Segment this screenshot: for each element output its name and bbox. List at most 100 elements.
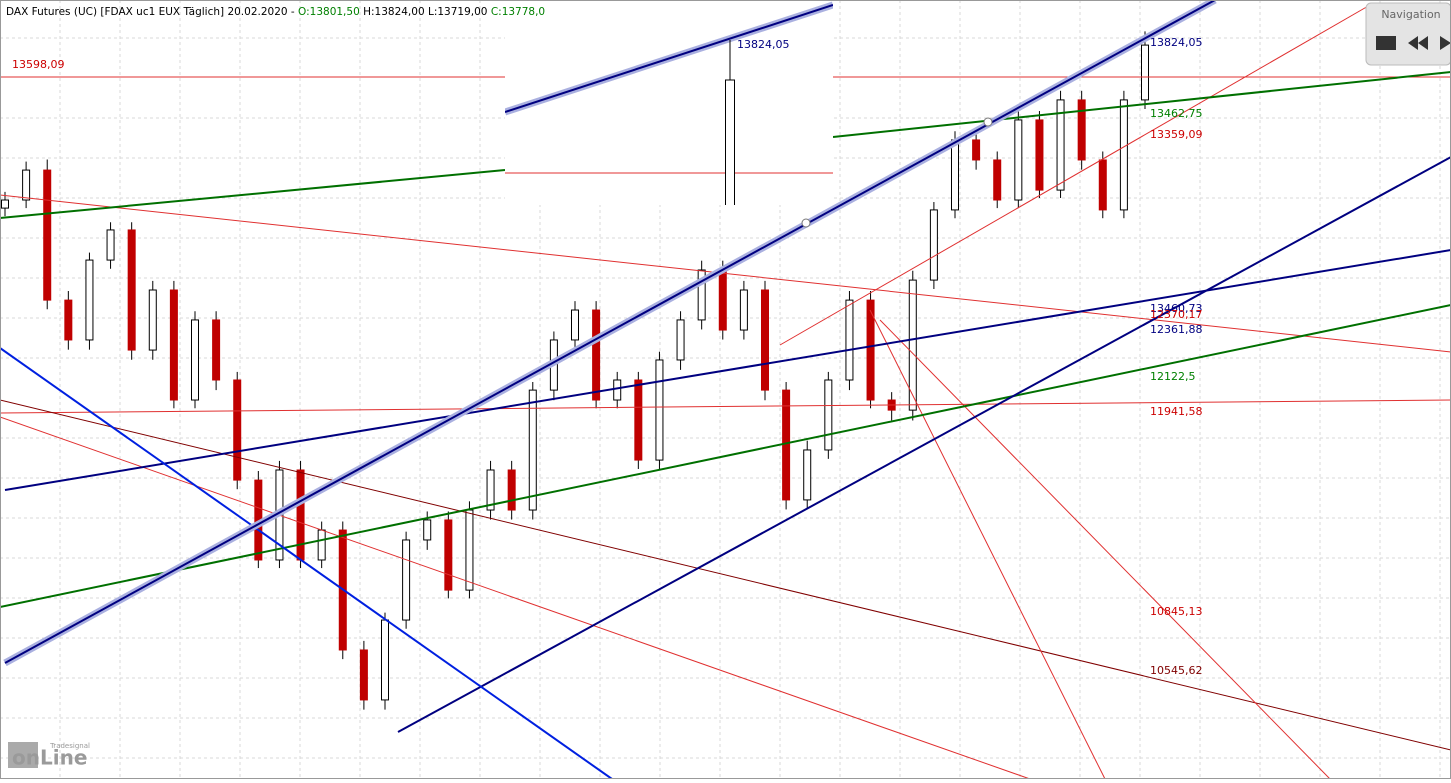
- candle-body: [674, 414, 683, 559]
- navigation-panel[interactable]: Navigation: [1365, 2, 1451, 66]
- level-label: 13460,73: [1150, 302, 1203, 315]
- level-label: 10845,13: [1150, 605, 1203, 618]
- level-labels: 13598,09 13824,05 13462,75 13359,09 13460,73…: [12, 36, 1203, 677]
- logo: Tradesignal onLine: [8, 742, 90, 770]
- low-price: L:13719,00: [428, 6, 488, 18]
- anchor-point: [801, 218, 811, 228]
- candle-body: [866, 299, 875, 401]
- trend-line: [4, 249, 1451, 491]
- trend-line: [397, 156, 1451, 733]
- trend-line: [0, 347, 613, 780]
- candle-body: [22, 169, 31, 201]
- forward-icon[interactable]: [1440, 36, 1451, 50]
- candle-body: [507, 469, 516, 511]
- candle-body: [1, 199, 9, 209]
- logo-name: onLine: [12, 746, 87, 770]
- candle-body: [571, 309, 579, 341]
- candle-body: [1077, 99, 1086, 161]
- candle-body: [212, 319, 221, 381]
- channel-line: [505, 4, 833, 113]
- candle-body: [423, 519, 432, 541]
- candle-body: [1141, 44, 1149, 101]
- inset-label: 13824,05: [737, 38, 790, 51]
- candle-body: [1014, 119, 1023, 201]
- level-label: 13598,09: [12, 58, 65, 71]
- level-label: 12370,17: [1150, 308, 1203, 321]
- candle-body: [993, 159, 1002, 201]
- candle-body: [148, 289, 157, 351]
- level-label: 10545,62: [1150, 664, 1203, 677]
- candle-body: [1035, 119, 1044, 191]
- logo-brand: Tradesignal: [49, 742, 90, 750]
- candle-body: [233, 379, 242, 481]
- instrument: DAX Futures (UC) [FDAX uc1 EUX Täglich] …: [6, 6, 295, 18]
- candle-body: [296, 469, 305, 561]
- candle-body: [908, 279, 917, 411]
- candle-body: [486, 469, 495, 511]
- candle-body: [676, 319, 685, 361]
- candle-body: [622, 239, 631, 501]
- zoom-inset: [505, 0, 833, 559]
- candle-body: [761, 289, 769, 391]
- candle-body: [359, 649, 368, 701]
- level-label: 12361,88: [1150, 323, 1203, 336]
- candle-body: [381, 619, 389, 701]
- candle-body: [64, 299, 73, 341]
- candle-body: [803, 449, 812, 501]
- trend-line: [832, 71, 1451, 138]
- candle-body: [613, 379, 622, 401]
- trend-line: [0, 399, 1451, 751]
- candle-body: [782, 389, 791, 501]
- candle-body: [127, 229, 136, 351]
- candle-body: [169, 289, 178, 401]
- candle-body: [655, 359, 664, 461]
- inset-background: [505, 0, 833, 205]
- candle-body: [85, 259, 94, 341]
- channel-line: [4, 0, 1216, 664]
- candle-body: [528, 389, 537, 511]
- trend-line: [0, 169, 506, 219]
- candle-body: [1056, 99, 1065, 191]
- navigation-title: Navigation: [1381, 8, 1440, 21]
- candle-body: [43, 169, 52, 301]
- trend-line: [879, 319, 1331, 780]
- high-price: H:13824,00: [363, 6, 425, 18]
- rewind-icon[interactable]: [1408, 36, 1428, 50]
- candle-body: [718, 269, 727, 331]
- candle-body: [444, 519, 453, 591]
- level-label: 13462,75: [1150, 107, 1203, 120]
- candle-body: [739, 289, 748, 331]
- candle-body: [1119, 99, 1128, 211]
- level-label: 11941,58: [1150, 405, 1203, 418]
- candle-body: [929, 209, 938, 281]
- candle-body: [634, 379, 643, 461]
- grid-icon[interactable]: [1376, 36, 1396, 50]
- candle-body: [725, 79, 735, 205]
- trend-line: [869, 309, 1106, 780]
- candle-body: [1098, 159, 1107, 211]
- trend-line: [0, 416, 1031, 780]
- candle-body: [465, 509, 474, 591]
- candle-body: [317, 529, 326, 561]
- candle-body: [191, 319, 199, 401]
- trend-line: [0, 399, 1451, 414]
- level-label: 13359,09: [1150, 128, 1203, 141]
- candle-body: [972, 139, 981, 161]
- header: DAX Futures (UC) [FDAX uc1 EUX Täglich] …: [6, 6, 545, 18]
- close-price: C:13778,0: [491, 6, 545, 18]
- level-label: 12122,5: [1150, 370, 1196, 383]
- open-price: O:13801,50: [298, 6, 360, 18]
- anchor-point: [983, 117, 993, 127]
- candle-body: [845, 299, 854, 381]
- candle-body: [592, 309, 601, 401]
- level-label: 13824,05: [1150, 36, 1203, 49]
- trend-line: [779, 4, 1371, 346]
- inset-candles: [622, 40, 735, 559]
- logo-block: [8, 742, 38, 768]
- candle-body: [402, 539, 411, 621]
- candle-body: [824, 379, 833, 451]
